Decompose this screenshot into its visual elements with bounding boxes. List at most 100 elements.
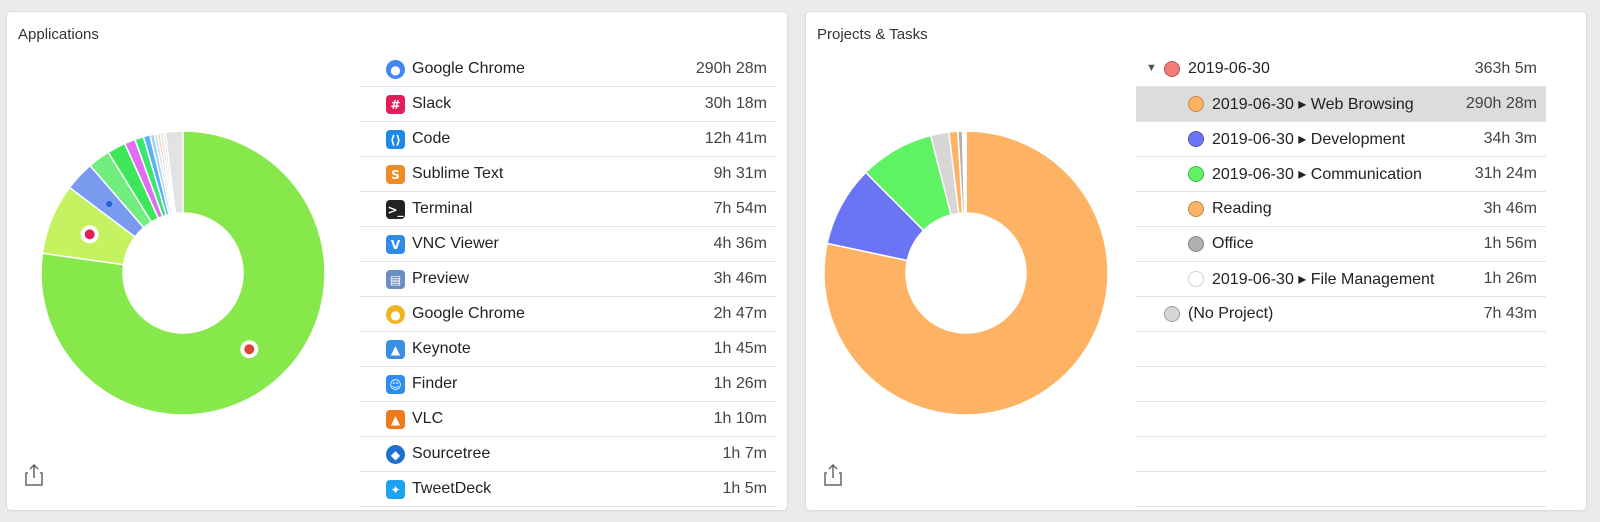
empty-row xyxy=(1136,332,1546,367)
applications-list: ● Google Chrome 290h 28m # Slack 30h 18m ⟨⟩ Cod… xyxy=(360,52,776,510)
project-color-dot xyxy=(1188,201,1204,217)
project-row[interactable]: (No Project) 7h 43m xyxy=(1136,297,1546,332)
project-color-dot xyxy=(1188,271,1204,287)
project-color-dot xyxy=(1188,96,1204,112)
empty-row xyxy=(1136,402,1546,437)
application-time: 1h 45m xyxy=(713,340,767,357)
application-time: 9h 31m xyxy=(713,165,767,182)
applications-title: Applications xyxy=(18,26,99,43)
donut-slice[interactable] xyxy=(961,130,967,214)
projects-list: ▼ 2019-06-30 363h 5m 2019-06-30 ▸ Web Brows… xyxy=(1136,52,1546,510)
application-row[interactable]: S Sublime Text 9h 31m xyxy=(360,157,776,192)
application-row[interactable]: # Slack 30h 18m xyxy=(360,87,776,122)
application-name: VNC Viewer xyxy=(412,235,499,252)
project-color-dot xyxy=(1188,166,1204,182)
project-time: 363h 5m xyxy=(1474,60,1537,77)
application-row[interactable]: ◆ Sourcetree 1h 7m xyxy=(360,437,776,472)
project-color-dot xyxy=(1164,61,1180,77)
project-name: Reading xyxy=(1212,200,1272,217)
project-color-dot xyxy=(1188,131,1204,147)
donut-slice[interactable] xyxy=(823,130,1109,416)
keynote-icon: ▲ xyxy=(386,340,405,359)
application-row[interactable]: ● Google Chrome 290h 28m xyxy=(360,52,776,87)
project-name: 2019-06-30 ▸ File Management xyxy=(1212,271,1435,288)
project-name: 2019-06-30 ▸ Communication xyxy=(1212,166,1422,183)
project-row[interactable]: 2019-06-30 ▸ File Management 1h 26m xyxy=(1136,262,1546,297)
sublime-icon: S xyxy=(386,165,405,184)
application-name: Preview xyxy=(412,270,469,287)
empty-row xyxy=(1136,367,1546,402)
project-name: (No Project) xyxy=(1188,305,1274,322)
projects-panel: Projects & Tasks ▼ 2019-06-30 363h 5m 2019-… xyxy=(806,12,1586,510)
chrome-icon: ● xyxy=(386,60,405,79)
application-row[interactable]: ▤ Preview 3h 46m xyxy=(360,262,776,297)
project-row[interactable]: 2019-06-30 ▸ Development 34h 3m xyxy=(1136,122,1546,157)
vscode-icon: ⟨⟩ xyxy=(386,130,405,149)
project-time: 1h 56m xyxy=(1483,235,1537,252)
preview-icon: ▤ xyxy=(386,270,405,289)
finder-icon: ☺ xyxy=(386,375,405,394)
application-time: 2h 47m xyxy=(713,305,767,322)
project-time: 31h 24m xyxy=(1474,165,1537,182)
empty-row xyxy=(1136,437,1546,472)
application-row[interactable]: V VNC Viewer 4h 36m xyxy=(360,227,776,262)
disclosure-triangle-icon[interactable]: ▼ xyxy=(1146,62,1157,74)
application-name: TweetDeck xyxy=(412,480,492,497)
project-color-dot xyxy=(1188,236,1204,252)
application-name: Terminal xyxy=(412,200,473,217)
application-name: Sublime Text xyxy=(412,165,504,182)
application-row[interactable]: ⟨⟩ Code 12h 41m xyxy=(360,122,776,157)
applications-donut-chart[interactable] xyxy=(37,127,329,419)
share-icon[interactable] xyxy=(25,464,43,486)
application-time: 30h 18m xyxy=(704,95,767,112)
donut-slice[interactable] xyxy=(164,130,184,215)
application-name: Google Chrome xyxy=(412,60,525,77)
application-time: 1h 7m xyxy=(722,445,767,462)
project-time: 3h 46m xyxy=(1483,200,1537,217)
slack-icon: # xyxy=(386,95,405,114)
project-time: 1h 26m xyxy=(1483,270,1537,287)
project-row[interactable]: Reading 3h 46m xyxy=(1136,192,1546,227)
terminal-icon: >_ xyxy=(386,200,405,219)
applications-panel: Applications ● Google Chrome 290h 28m # Slac… xyxy=(7,12,787,510)
application-name: Finder xyxy=(412,375,458,392)
application-name: Keynote xyxy=(412,340,471,357)
application-time: 3h 46m xyxy=(713,270,767,287)
chrome-canary-icon: ● xyxy=(386,305,405,324)
application-row[interactable]: >_ Terminal 7h 54m xyxy=(360,192,776,227)
application-name: Code xyxy=(412,130,451,147)
application-name: VLC xyxy=(412,410,444,427)
project-name: Office xyxy=(1212,235,1254,252)
slack-marker-icon-center xyxy=(84,229,95,240)
application-time: 1h 10m xyxy=(713,410,767,427)
share-icon[interactable] xyxy=(824,464,842,486)
project-row[interactable]: ▼ 2019-06-30 363h 5m xyxy=(1136,52,1546,87)
project-row[interactable]: 2019-06-30 ▸ Communication 31h 24m xyxy=(1136,157,1546,192)
application-name: Slack xyxy=(412,95,452,112)
sourcetree-icon: ◆ xyxy=(386,445,405,464)
project-color-dot xyxy=(1164,306,1180,322)
project-name: 2019-06-30 ▸ Development xyxy=(1212,131,1406,148)
chrome-marker-icon-center xyxy=(244,344,255,355)
application-row[interactable]: ● Google Chrome 2h 47m xyxy=(360,297,776,332)
application-row[interactable]: ▲ VLC 1h 10m xyxy=(360,402,776,437)
project-time: 34h 3m xyxy=(1483,130,1537,147)
vnc-icon: V xyxy=(386,235,405,254)
application-row[interactable]: ☺ Finder 1h 26m xyxy=(360,367,776,402)
project-row[interactable]: Office 1h 56m xyxy=(1136,227,1546,262)
application-name: Google Chrome xyxy=(412,305,525,322)
project-row[interactable]: 2019-06-30 ▸ Web Browsing 290h 28m xyxy=(1136,87,1546,122)
application-time: 12h 41m xyxy=(704,130,767,147)
empty-row xyxy=(1136,472,1546,507)
vlc-icon: ▲ xyxy=(386,410,405,429)
application-time: 4h 36m xyxy=(713,235,767,252)
project-name: 2019-06-30 xyxy=(1188,60,1270,77)
application-name: Sourcetree xyxy=(412,445,491,462)
application-time: 1h 5m xyxy=(722,480,767,497)
application-row[interactable]: ✦ TweetDeck 1h 5m xyxy=(360,472,776,507)
projects-title: Projects & Tasks xyxy=(817,26,928,43)
vscode-marker-icon-center xyxy=(106,201,113,208)
application-row[interactable]: ▲ Keynote 1h 45m xyxy=(360,332,776,367)
project-time: 290h 28m xyxy=(1465,95,1537,112)
projects-donut-chart[interactable] xyxy=(820,127,1112,419)
